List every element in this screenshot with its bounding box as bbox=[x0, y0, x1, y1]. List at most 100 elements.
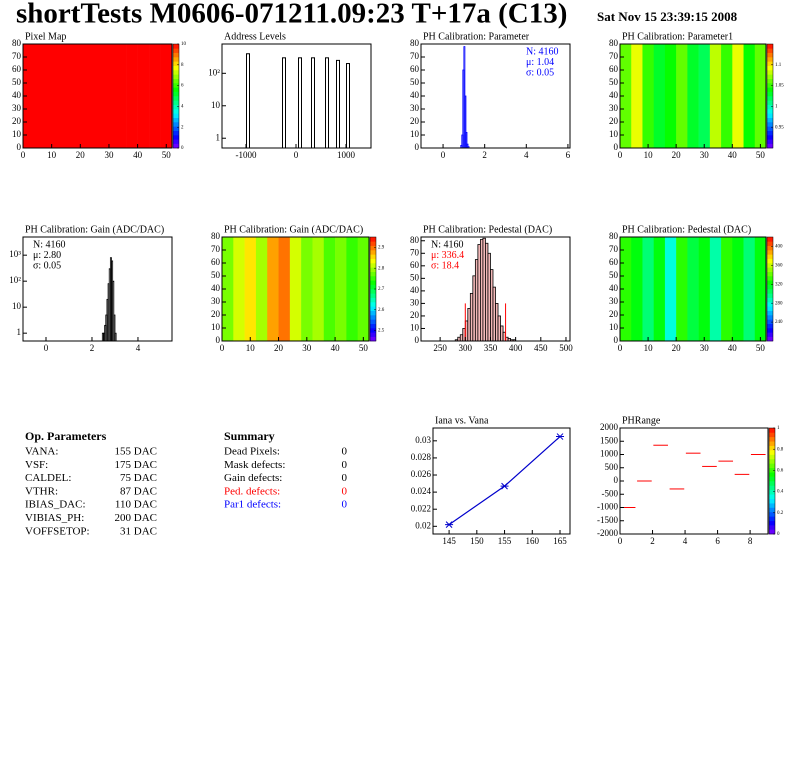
heatmap-cell bbox=[335, 237, 347, 341]
stats: σ: 18.4 bbox=[431, 260, 459, 271]
heatmap-cell bbox=[103, 44, 115, 148]
heatmap-cell bbox=[743, 237, 756, 341]
x-tick-label: 8 bbox=[748, 536, 753, 546]
colorbar-band bbox=[767, 139, 773, 144]
colorbar-band bbox=[173, 91, 179, 97]
y-tick-label: 80 bbox=[12, 38, 22, 48]
colorbar-band bbox=[767, 258, 773, 264]
point-marker bbox=[556, 433, 565, 440]
y-tick-label: 80 bbox=[410, 38, 420, 48]
y-tick-label: 40 bbox=[609, 283, 619, 293]
heatmap-cell bbox=[160, 44, 173, 148]
x-tick-label: 50 bbox=[162, 150, 172, 160]
x-tick-label: 20 bbox=[672, 343, 682, 353]
y-tick-label: 0.024 bbox=[411, 486, 432, 496]
x-tick-label: 20 bbox=[274, 343, 284, 353]
y-tick-label: 50 bbox=[609, 77, 619, 87]
colorbar-band bbox=[173, 143, 179, 149]
colorbar-band bbox=[767, 44, 773, 49]
op-title: Op. Parameters bbox=[25, 429, 107, 443]
colorbar-band bbox=[767, 48, 773, 53]
colorbar-band bbox=[769, 494, 775, 499]
y-tick-label: 40 bbox=[12, 90, 22, 100]
param-value: 200 DAC bbox=[115, 512, 157, 524]
x-tick-label: 30 bbox=[302, 343, 312, 353]
x-tick-label: 300 bbox=[459, 343, 473, 353]
summary-name: Par1 defects: bbox=[224, 499, 281, 511]
y-tick-label: 50 bbox=[410, 77, 420, 87]
y-tick-label: 0 bbox=[17, 142, 22, 152]
colorbar-band bbox=[767, 241, 773, 246]
x-tick-label: 30 bbox=[104, 150, 114, 160]
colorbar-band bbox=[767, 96, 773, 101]
heatmap-cell bbox=[732, 44, 744, 148]
colorbar-band bbox=[767, 83, 773, 88]
y-tick-label: 20 bbox=[410, 116, 420, 126]
x-tick-label: 30 bbox=[700, 150, 710, 160]
colorbar-band bbox=[769, 432, 775, 438]
colorbar-band bbox=[767, 237, 773, 242]
z-tick-label: 2.8 bbox=[378, 266, 385, 271]
colorbar-band bbox=[173, 70, 179, 75]
colorbar-frame bbox=[768, 427, 776, 535]
heatmap-cell bbox=[267, 237, 279, 341]
x-tick-label: 165 bbox=[553, 536, 567, 546]
colorbar-band bbox=[173, 83, 179, 88]
stats: μ: 1.04 bbox=[526, 57, 554, 68]
colorbar-band bbox=[370, 289, 376, 294]
y-tick-label: 1 bbox=[17, 327, 22, 337]
heatmap-cell bbox=[754, 237, 767, 341]
summary-name: Mask defects: bbox=[224, 459, 285, 471]
heatmap-cell bbox=[664, 44, 677, 148]
x-tick-label: 0 bbox=[441, 150, 446, 160]
x-tick-label: 6 bbox=[715, 536, 720, 546]
colorbar-band bbox=[370, 258, 376, 264]
y-tick-label: 30 bbox=[211, 296, 221, 306]
heatmap-cell bbox=[244, 237, 257, 341]
heatmap-cell bbox=[743, 44, 756, 148]
heatmap-cell bbox=[255, 237, 268, 341]
colorbar-band bbox=[769, 450, 775, 455]
colorbar-band bbox=[767, 310, 773, 316]
colorbar-band bbox=[767, 293, 773, 298]
y-tick-label: 1 bbox=[216, 132, 221, 142]
colorbar-band bbox=[173, 74, 179, 79]
stats: μ: 336.4 bbox=[431, 250, 464, 261]
x-tick-label: 450 bbox=[534, 343, 548, 353]
x-tick-label: 20 bbox=[76, 150, 86, 160]
heatmap-cell bbox=[642, 44, 654, 148]
panel-title: Iana vs. Vana bbox=[435, 415, 489, 426]
colorbar-band bbox=[767, 113, 773, 118]
colorbar-band bbox=[769, 503, 775, 508]
y-tick-label: 0 bbox=[614, 475, 619, 485]
heatmap-cell bbox=[137, 44, 150, 148]
colorbar-band bbox=[173, 100, 179, 105]
heatmap-cell bbox=[676, 237, 688, 341]
colorbar-band bbox=[173, 126, 179, 131]
colorbar-band bbox=[370, 319, 376, 324]
colorbar-band bbox=[370, 271, 376, 277]
colorbar-band bbox=[370, 245, 376, 251]
frame bbox=[420, 236, 571, 342]
colorbar-band bbox=[769, 458, 775, 464]
z-tick-label: 240 bbox=[775, 320, 783, 325]
param-value: 31 DAC bbox=[120, 525, 157, 537]
y-tick-label: 0.022 bbox=[411, 503, 431, 513]
colorbar-frame bbox=[172, 43, 180, 149]
heatmap-cell bbox=[357, 237, 370, 341]
y-tick-label: 70 bbox=[211, 244, 221, 254]
heatmap-cell bbox=[323, 237, 336, 341]
colorbar-band bbox=[173, 130, 179, 136]
date: Sat Nov 15 23:39:15 2008 bbox=[597, 9, 738, 24]
y-tick-label: 40 bbox=[410, 285, 420, 295]
colorbar-band bbox=[767, 336, 773, 342]
y-tick-label: 60 bbox=[211, 257, 221, 267]
heatmap-cell bbox=[91, 44, 104, 148]
colorbar-band bbox=[769, 454, 775, 460]
x-tick-label: 2 bbox=[90, 343, 95, 353]
x-tick-label: 0 bbox=[618, 150, 623, 160]
x-tick-label: 155 bbox=[498, 536, 512, 546]
colorbar-band bbox=[767, 130, 773, 136]
x-tick-label: 500 bbox=[559, 343, 573, 353]
y-tick-label: 70 bbox=[410, 247, 420, 257]
